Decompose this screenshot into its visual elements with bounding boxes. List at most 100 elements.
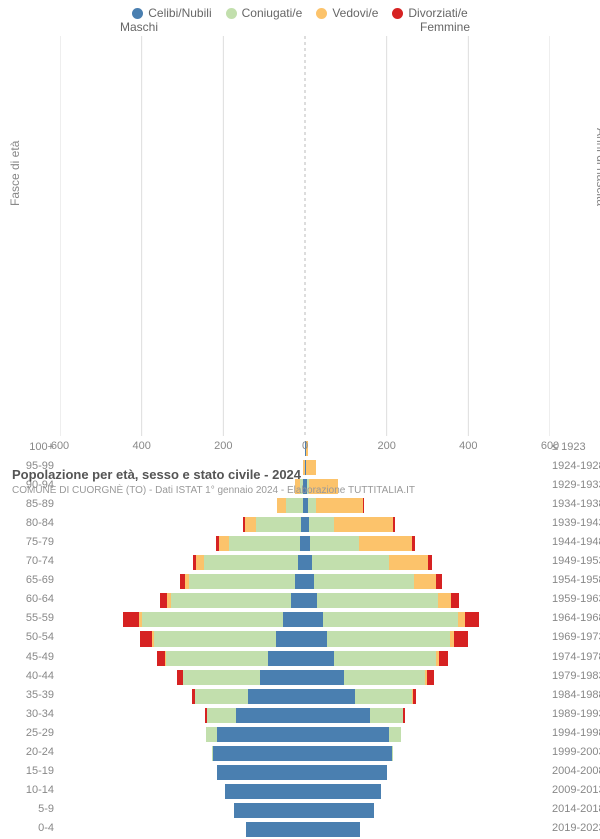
birthyear-label: 1944-1948 — [552, 536, 600, 548]
pyramid-row: 50-541969-1973 — [60, 629, 550, 648]
bar-segment — [439, 651, 448, 666]
female-bar — [305, 593, 459, 608]
bar-segment — [217, 727, 305, 742]
age-label: 45-49 — [6, 651, 54, 663]
bar-segment — [393, 517, 395, 532]
pyramid-row: 60-641959-1963 — [60, 591, 550, 610]
bar-segment — [248, 689, 305, 704]
male-bar — [180, 574, 305, 589]
bar-segment — [236, 708, 305, 723]
age-label: 10-14 — [6, 784, 54, 796]
bar-segment — [403, 708, 405, 723]
birthyear-label: 1969-1973 — [552, 631, 600, 643]
bar-segment — [206, 727, 217, 742]
legend-label: Vedovi/e — [332, 6, 378, 20]
bar-segment — [451, 593, 459, 608]
gridlines — [60, 36, 550, 436]
chart-subtitle: COMUNE DI CUORGNÈ (TO) - Dati ISTAT 1° g… — [12, 485, 415, 496]
bar-segment — [305, 651, 334, 666]
bar-segment — [312, 555, 390, 570]
age-label: 35-39 — [6, 689, 54, 701]
female-bar — [305, 631, 468, 646]
bar-segment — [246, 822, 305, 837]
female-bar — [305, 612, 479, 627]
bar-segment — [305, 727, 389, 742]
pyramid-row: 5-92014-2018 — [60, 801, 550, 820]
legend-swatch — [226, 8, 237, 19]
legend-swatch — [316, 8, 327, 19]
bar-segment — [283, 612, 305, 627]
birthyear-label: 1979-1983 — [552, 670, 600, 682]
birthyear-label: 1949-1953 — [552, 555, 600, 567]
bar-segment — [234, 803, 305, 818]
pyramid-row: 40-441979-1983 — [60, 668, 550, 687]
pyramid-row: 75-791944-1948 — [60, 534, 550, 553]
bar-segment — [160, 593, 167, 608]
female-bar — [305, 727, 401, 742]
bar-segment — [171, 593, 291, 608]
bar-segment — [204, 555, 298, 570]
legend-item: Divorziati/e — [392, 6, 467, 20]
age-label: 15-19 — [6, 765, 54, 777]
bar-segment — [308, 498, 315, 513]
legend-item: Vedovi/e — [316, 6, 378, 20]
male-bar — [243, 517, 305, 532]
bar-segment — [454, 631, 468, 646]
legend: Celibi/NubiliConiugati/eVedovi/eDivorzia… — [0, 0, 600, 20]
legend-label: Celibi/Nubili — [148, 6, 211, 20]
bar-segment — [196, 555, 203, 570]
x-tick: 200 — [214, 440, 232, 452]
pyramid-row: 85-891934-1938 — [60, 496, 550, 515]
bar-segment — [436, 574, 442, 589]
bar-segment — [305, 708, 370, 723]
bar-segment — [305, 612, 323, 627]
bar-segment — [291, 593, 305, 608]
x-tick: 600 — [51, 440, 69, 452]
male-bar — [217, 765, 305, 780]
birthyear-label: 2004-2008 — [552, 765, 600, 777]
bar-segment — [123, 612, 139, 627]
bar-segment — [260, 670, 305, 685]
bar-segment — [298, 555, 305, 570]
bar-segment — [309, 517, 334, 532]
bar-segment — [157, 651, 165, 666]
male-bar — [192, 689, 306, 704]
female-bar — [305, 689, 416, 704]
bar-segment — [225, 784, 305, 799]
bar-segment — [458, 612, 465, 627]
male-bar — [212, 746, 306, 761]
bar-segment — [323, 612, 458, 627]
female-bar — [305, 651, 448, 666]
chart-title: Popolazione per età, sesso e stato civil… — [12, 467, 301, 482]
female-bar — [305, 746, 393, 761]
y-left-label: Fasce di età — [8, 141, 22, 206]
bar-segment — [359, 536, 412, 551]
bar-segment — [305, 765, 387, 780]
age-label: 80-84 — [6, 517, 54, 529]
female-bar — [305, 822, 360, 837]
bar-segment — [317, 593, 437, 608]
age-label: 25-29 — [6, 727, 54, 739]
bar-segment — [438, 593, 451, 608]
female-bar — [305, 460, 316, 475]
birthyear-label: 2014-2018 — [552, 803, 600, 815]
legend-item: Celibi/Nubili — [132, 6, 211, 20]
age-label: 55-59 — [6, 612, 54, 624]
pyramid-row: 30-341989-1993 — [60, 706, 550, 725]
female-bar — [305, 670, 434, 685]
male-bar — [123, 612, 305, 627]
bar-segment — [306, 460, 316, 475]
bar-segment — [305, 574, 314, 589]
bar-segment — [276, 631, 305, 646]
pyramid-row: 70-741949-1953 — [60, 553, 550, 572]
bar-segment — [295, 574, 305, 589]
bar-segment — [389, 555, 428, 570]
bar-segment — [154, 631, 277, 646]
bar-segment — [245, 517, 256, 532]
x-tick: 400 — [132, 440, 150, 452]
age-label: 30-34 — [6, 708, 54, 720]
pyramid-row: 35-391984-1988 — [60, 687, 550, 706]
bar-segment — [392, 746, 394, 761]
male-bar — [246, 822, 305, 837]
female-bar — [305, 765, 387, 780]
